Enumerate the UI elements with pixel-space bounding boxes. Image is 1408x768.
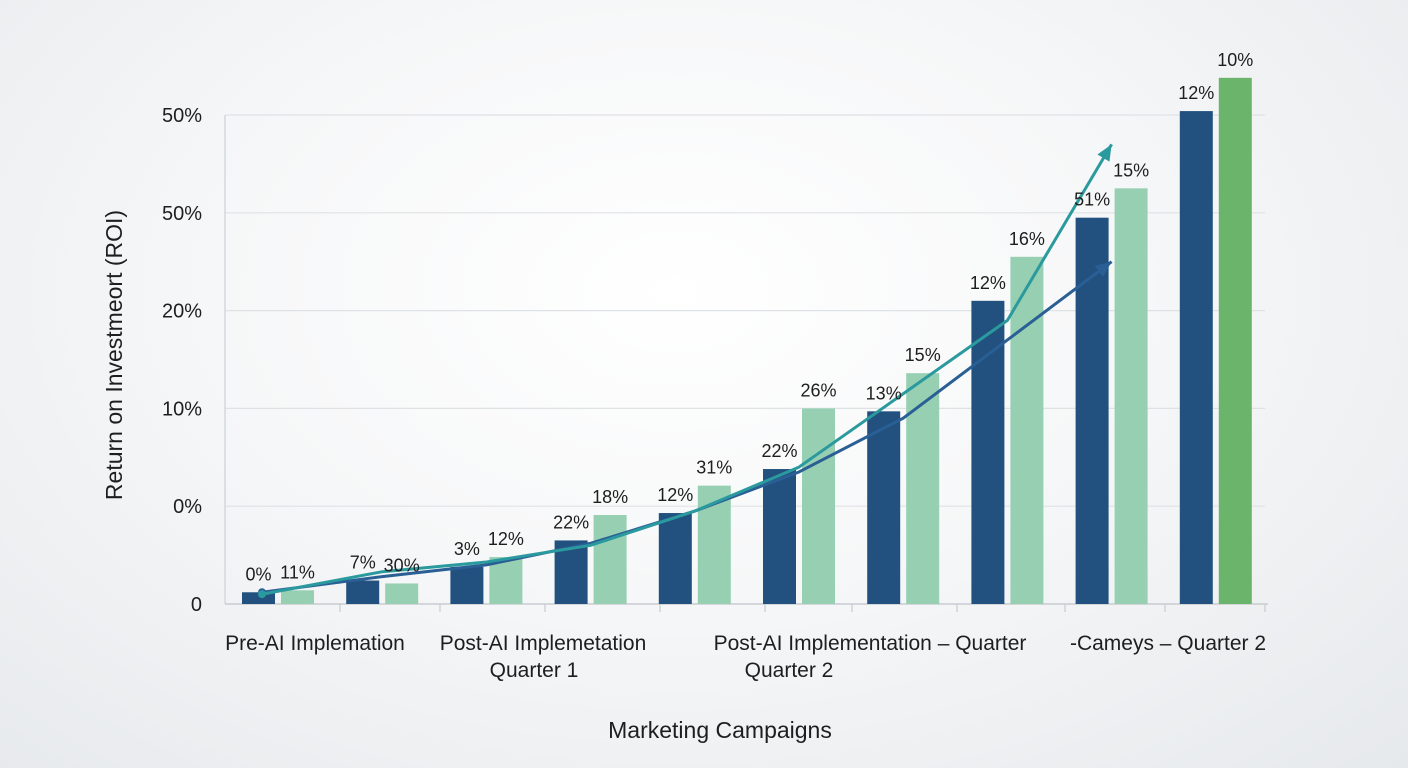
bar-s0-g6 (867, 411, 901, 604)
y-axis-title: Return on Investmeort (ROI) (101, 210, 127, 500)
y-axis-ticks: 0 0% 10% 20% 50% 50% (162, 105, 202, 616)
bar-s1-g6 (906, 373, 940, 604)
bar-s1-g8 (1114, 188, 1148, 604)
x-tick-label-0-line-0: Pre-AI Implemation (225, 632, 405, 655)
data-label-s1-g2: 12% (488, 529, 524, 549)
data-label-s0-g5: 22% (761, 441, 797, 461)
x-axis-title: Marketing Campaigns (608, 717, 832, 743)
trend-arrow-1 (1097, 144, 1112, 162)
bar-s1-g3 (593, 515, 627, 604)
data-label-s0-g3: 22% (553, 512, 589, 532)
data-label-s0-g2: 3% (454, 539, 480, 559)
data-label-s1-g4: 31% (696, 458, 732, 478)
y-tick-label-5: 50% (162, 105, 202, 127)
x-tick-label-2-line-1: Quarter 2 (745, 659, 834, 682)
trend-arrow-0 (1094, 261, 1112, 277)
x-axis-labels: Pre-AI Implemation Post-AI Implemetation Q… (225, 632, 1266, 682)
y-tick-label-4: 50% (162, 203, 202, 225)
bar-s0-g4 (658, 513, 692, 604)
y-tick-label-3: 20% (162, 301, 202, 323)
bar-s0-g1 (346, 580, 380, 604)
data-label-s1-g7: 16% (1009, 229, 1045, 249)
data-label-s1-g6: 15% (905, 345, 941, 365)
data-label-s0-g7: 12% (970, 273, 1006, 293)
data-label-s1-g0: 11% (280, 562, 315, 582)
data-label-s0-g4: 12% (657, 485, 693, 505)
bar-s0-g0 (242, 592, 275, 604)
data-label-s1-g8: 15% (1113, 160, 1149, 180)
bars (242, 77, 1252, 604)
data-label-s0-g9: 12% (1178, 83, 1214, 103)
data-label-s1-g9: 10% (1217, 50, 1253, 70)
data-label-s0-g6: 13% (866, 383, 902, 403)
trend-lines (258, 143, 1113, 599)
x-tick-label-3-line-0: -Cameys – Quarter 2 (1070, 632, 1266, 655)
data-labels: 0% 7% 3% 22% 12% 22% 13% 12% 51% 12% 11% 30% 12% 18% 3… (245, 50, 1253, 584)
bar-s1-g4 (697, 485, 731, 604)
bar-s1-g1 (385, 583, 419, 604)
x-axis-tick-marks (339, 604, 1266, 612)
y-tick-label-2: 10% (162, 398, 202, 420)
data-label-s0-g0: 0% (245, 564, 271, 584)
y-tick-label-0: 0 (191, 594, 202, 616)
bar-s0-g8 (1075, 217, 1109, 604)
bar-s1-g7 (1010, 256, 1044, 604)
bar-s0-g7 (971, 300, 1005, 604)
bar-s1-g5 (802, 408, 835, 604)
trend-line-start-1 (258, 590, 266, 599)
data-label-s1-g3: 18% (592, 487, 628, 507)
bar-s0-g9 (1179, 111, 1213, 604)
data-label-s1-g5: 26% (800, 380, 836, 400)
data-label-s0-g1: 7% (350, 553, 376, 573)
bar-s1-g0 (281, 590, 314, 604)
trend-line-1 (261, 143, 1113, 596)
x-tick-label-1-line-0: Post-AI Implemetation (440, 632, 647, 655)
data-label-s0-g8: 51% (1074, 190, 1110, 210)
bar-s0-g2 (450, 566, 484, 604)
bar-s1-g2 (489, 557, 523, 604)
bar-s1-g9 (1218, 77, 1252, 604)
y-tick-label-1: 0% (173, 496, 202, 518)
x-tick-label-2-line-0: Post-AI Implementation – Quarter (714, 632, 1027, 655)
data-label-s1-g1: 30% (384, 555, 420, 575)
x-tick-label-1-line-1: Quarter 1 (490, 659, 579, 682)
bar-s0-g5 (763, 469, 796, 604)
gridlines (225, 114, 1265, 507)
